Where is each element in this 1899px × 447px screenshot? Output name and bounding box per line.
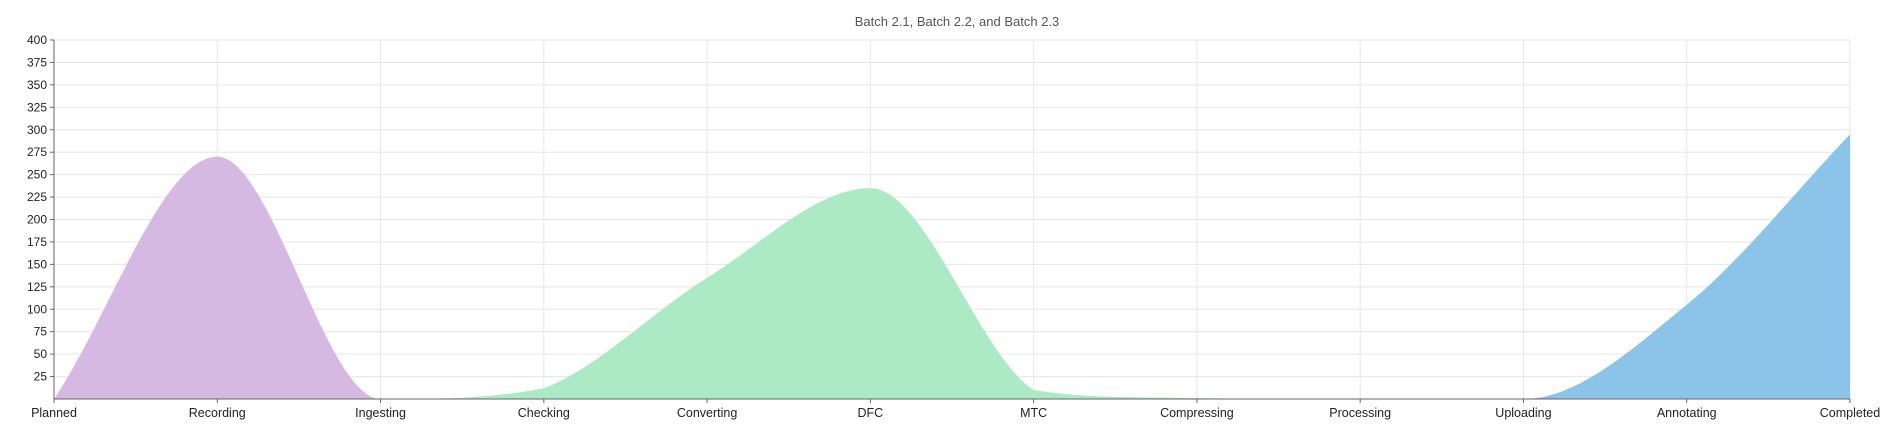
y-tick-label: 175 (27, 235, 47, 249)
y-tick-label: 325 (27, 100, 47, 114)
series-area-1 (54, 156, 1850, 399)
y-tick-label: 300 (27, 123, 47, 137)
series-area-2 (54, 188, 1850, 399)
chart-title: Batch 2.1, Batch 2.2, and Batch 2.3 (855, 14, 1060, 29)
y-tick-label: 250 (27, 168, 47, 182)
y-tick-label: 375 (27, 55, 47, 69)
x-tick-label: Annotating (1657, 406, 1717, 420)
x-tick-label: Completed (1820, 406, 1880, 420)
y-tick-label: 225 (27, 190, 47, 204)
x-tick-label: Ingesting (355, 406, 406, 420)
y-tick-label: 25 (34, 370, 48, 384)
x-tick-label: Checking (518, 406, 570, 420)
x-tick-label: Recording (189, 406, 246, 420)
x-tick-label: DFC (858, 406, 884, 420)
x-tick-label: Planned (31, 406, 77, 420)
y-tick-label: 75 (34, 325, 48, 339)
x-tick-label: Compressing (1160, 406, 1234, 420)
y-tick-label: 400 (27, 33, 47, 47)
x-tick-label: Uploading (1495, 406, 1551, 420)
x-tick-label: Processing (1329, 406, 1391, 420)
y-tick-label: 350 (27, 78, 47, 92)
y-tick-label: 200 (27, 213, 47, 227)
y-tick-label: 125 (27, 280, 47, 294)
series-area-3 (54, 134, 1850, 400)
y-tick-label: 275 (27, 145, 47, 159)
y-tick-label: 50 (34, 347, 48, 361)
y-tick-label: 150 (27, 257, 47, 271)
x-tick-label: Converting (677, 406, 737, 420)
y-tick-label: 100 (27, 302, 47, 316)
x-tick-label: MTC (1020, 406, 1047, 420)
